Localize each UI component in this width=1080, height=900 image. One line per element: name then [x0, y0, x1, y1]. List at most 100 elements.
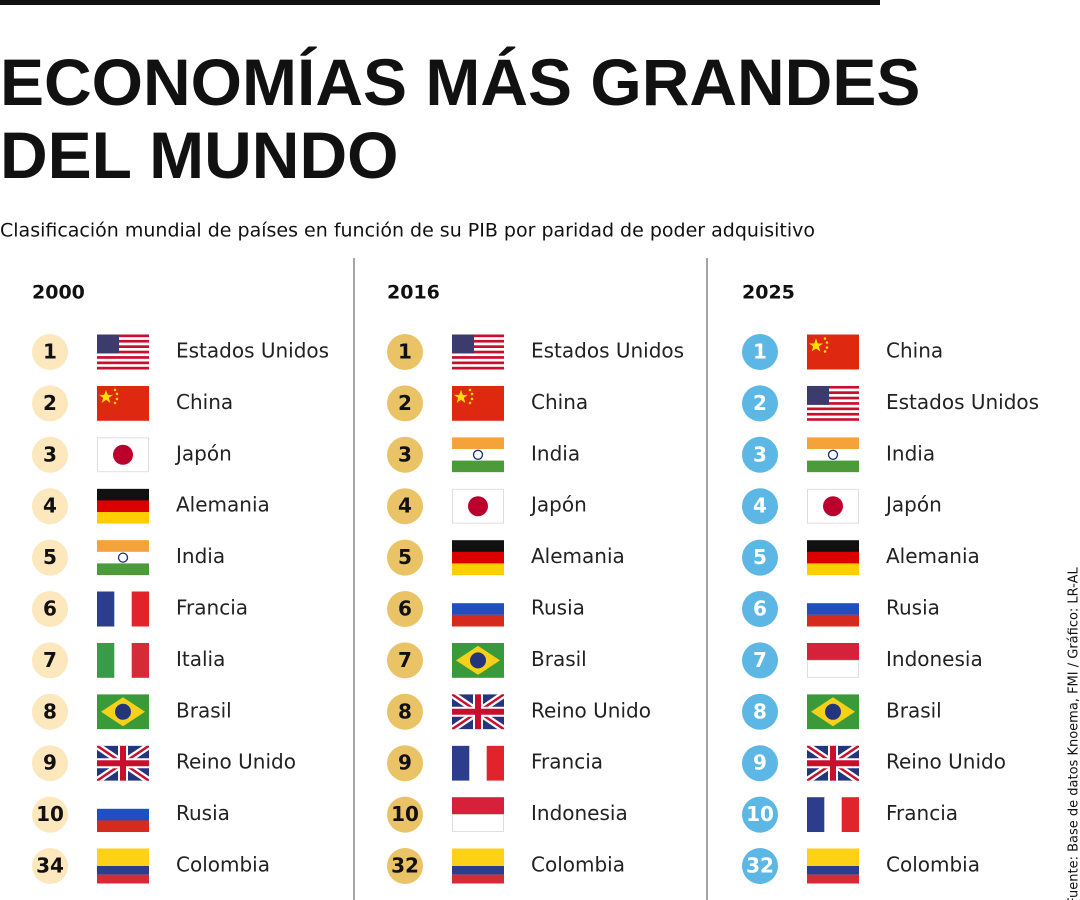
country: Brasil	[886, 698, 942, 722]
rank: 9	[753, 751, 767, 775]
country: Colombia	[531, 853, 625, 877]
rank: 5	[398, 545, 412, 569]
rank-badge	[32, 385, 68, 422]
rank-badge	[32, 436, 68, 473]
rank-badge	[742, 693, 778, 730]
flag	[807, 746, 859, 781]
rank: 6	[753, 597, 767, 621]
flag	[452, 591, 504, 627]
rank-badge	[742, 488, 778, 525]
country: Italia	[176, 647, 225, 671]
country: Reino Unido	[886, 750, 1006, 774]
flag	[452, 642, 504, 678]
country: Rusia	[886, 596, 940, 620]
country: Brasil	[176, 698, 232, 722]
rank-badge	[742, 591, 778, 627]
flag	[807, 591, 859, 627]
rank: 1	[753, 340, 767, 364]
rank: 4	[753, 494, 767, 518]
top-rule	[0, 0, 880, 5]
rank-badge	[387, 848, 423, 884]
rank: 4	[43, 494, 57, 518]
rank-badge	[742, 848, 778, 884]
country: Indonesia	[531, 801, 628, 825]
rank-badge	[387, 591, 423, 627]
country: Alemania	[886, 544, 980, 568]
rank-badge	[32, 693, 68, 730]
country: Francia	[176, 596, 248, 620]
rank: 32	[746, 854, 774, 878]
subtitle: Clasificación mundial de países en funci…	[0, 220, 815, 242]
rank-badge	[742, 642, 778, 679]
rank-badge	[387, 334, 423, 370]
rank-badge	[387, 693, 423, 730]
rank: 2	[398, 391, 412, 415]
year: 2025	[742, 282, 795, 304]
column: 2000 1 Estados Unidos 2 China 3 Japón 4 Alemania…	[32, 282, 329, 884]
country: Colombia	[176, 853, 270, 877]
rank: 8	[753, 699, 767, 723]
flag	[452, 745, 504, 781]
rank-badge	[387, 385, 423, 422]
country: China	[176, 390, 233, 414]
flag	[807, 488, 859, 524]
country: Brasil	[531, 647, 587, 671]
flag	[452, 488, 504, 524]
rank: 10	[746, 802, 774, 826]
country: Japón	[884, 493, 942, 517]
country: Estados Unidos	[176, 339, 329, 363]
flag	[97, 694, 149, 730]
flag	[807, 642, 859, 678]
rank: 6	[398, 597, 412, 621]
rank-badge	[32, 745, 68, 782]
flag	[452, 334, 504, 370]
rank: 32	[391, 854, 419, 878]
rank-badge	[387, 539, 423, 576]
country: Alemania	[176, 493, 270, 517]
rank-badge	[387, 436, 423, 473]
rank-badge	[32, 848, 68, 884]
year: 2000	[32, 282, 85, 304]
rank: 7	[43, 648, 57, 672]
rank-badge	[742, 745, 778, 782]
year: 2016	[387, 282, 440, 304]
rank: 2	[43, 391, 57, 415]
rank-badge	[742, 385, 778, 422]
rank-badge	[32, 642, 68, 679]
rank: 5	[43, 545, 57, 569]
source: Fuente: Base de datos Knoema, FMI / Gráf…	[1067, 567, 1080, 900]
flag	[807, 848, 859, 884]
rank: 10	[391, 802, 419, 826]
rank-badge	[32, 591, 68, 627]
rank: 3	[43, 442, 57, 466]
rank: 7	[398, 648, 412, 672]
rank-badge	[32, 334, 68, 370]
rank: 1	[398, 340, 412, 364]
rank: 1	[43, 340, 57, 364]
flag	[452, 437, 504, 473]
rank-badge	[742, 796, 778, 833]
rank-badge	[742, 539, 778, 576]
country: India	[886, 441, 935, 465]
flag	[97, 848, 149, 884]
rank-badge	[742, 334, 778, 370]
rank: 9	[43, 751, 57, 775]
country: Japón	[529, 493, 587, 517]
rank: 8	[43, 699, 57, 723]
country: Francia	[886, 801, 958, 825]
flag	[97, 797, 149, 833]
country: China	[531, 390, 588, 414]
flag	[807, 797, 859, 833]
flag	[807, 437, 859, 473]
title-line: DEL MUNDO	[0, 118, 398, 192]
country: Reino Unido	[531, 698, 651, 722]
country: Estados Unidos	[886, 390, 1039, 414]
country: Alemania	[531, 544, 625, 568]
title-line: ECONOMÍAS MÁS GRANDES	[0, 45, 920, 119]
flag	[807, 694, 859, 730]
country: Colombia	[886, 853, 980, 877]
country: Reino Unido	[176, 750, 296, 774]
rank-badge	[32, 488, 68, 525]
rank-badge	[387, 642, 423, 679]
rank: 2	[753, 391, 767, 415]
